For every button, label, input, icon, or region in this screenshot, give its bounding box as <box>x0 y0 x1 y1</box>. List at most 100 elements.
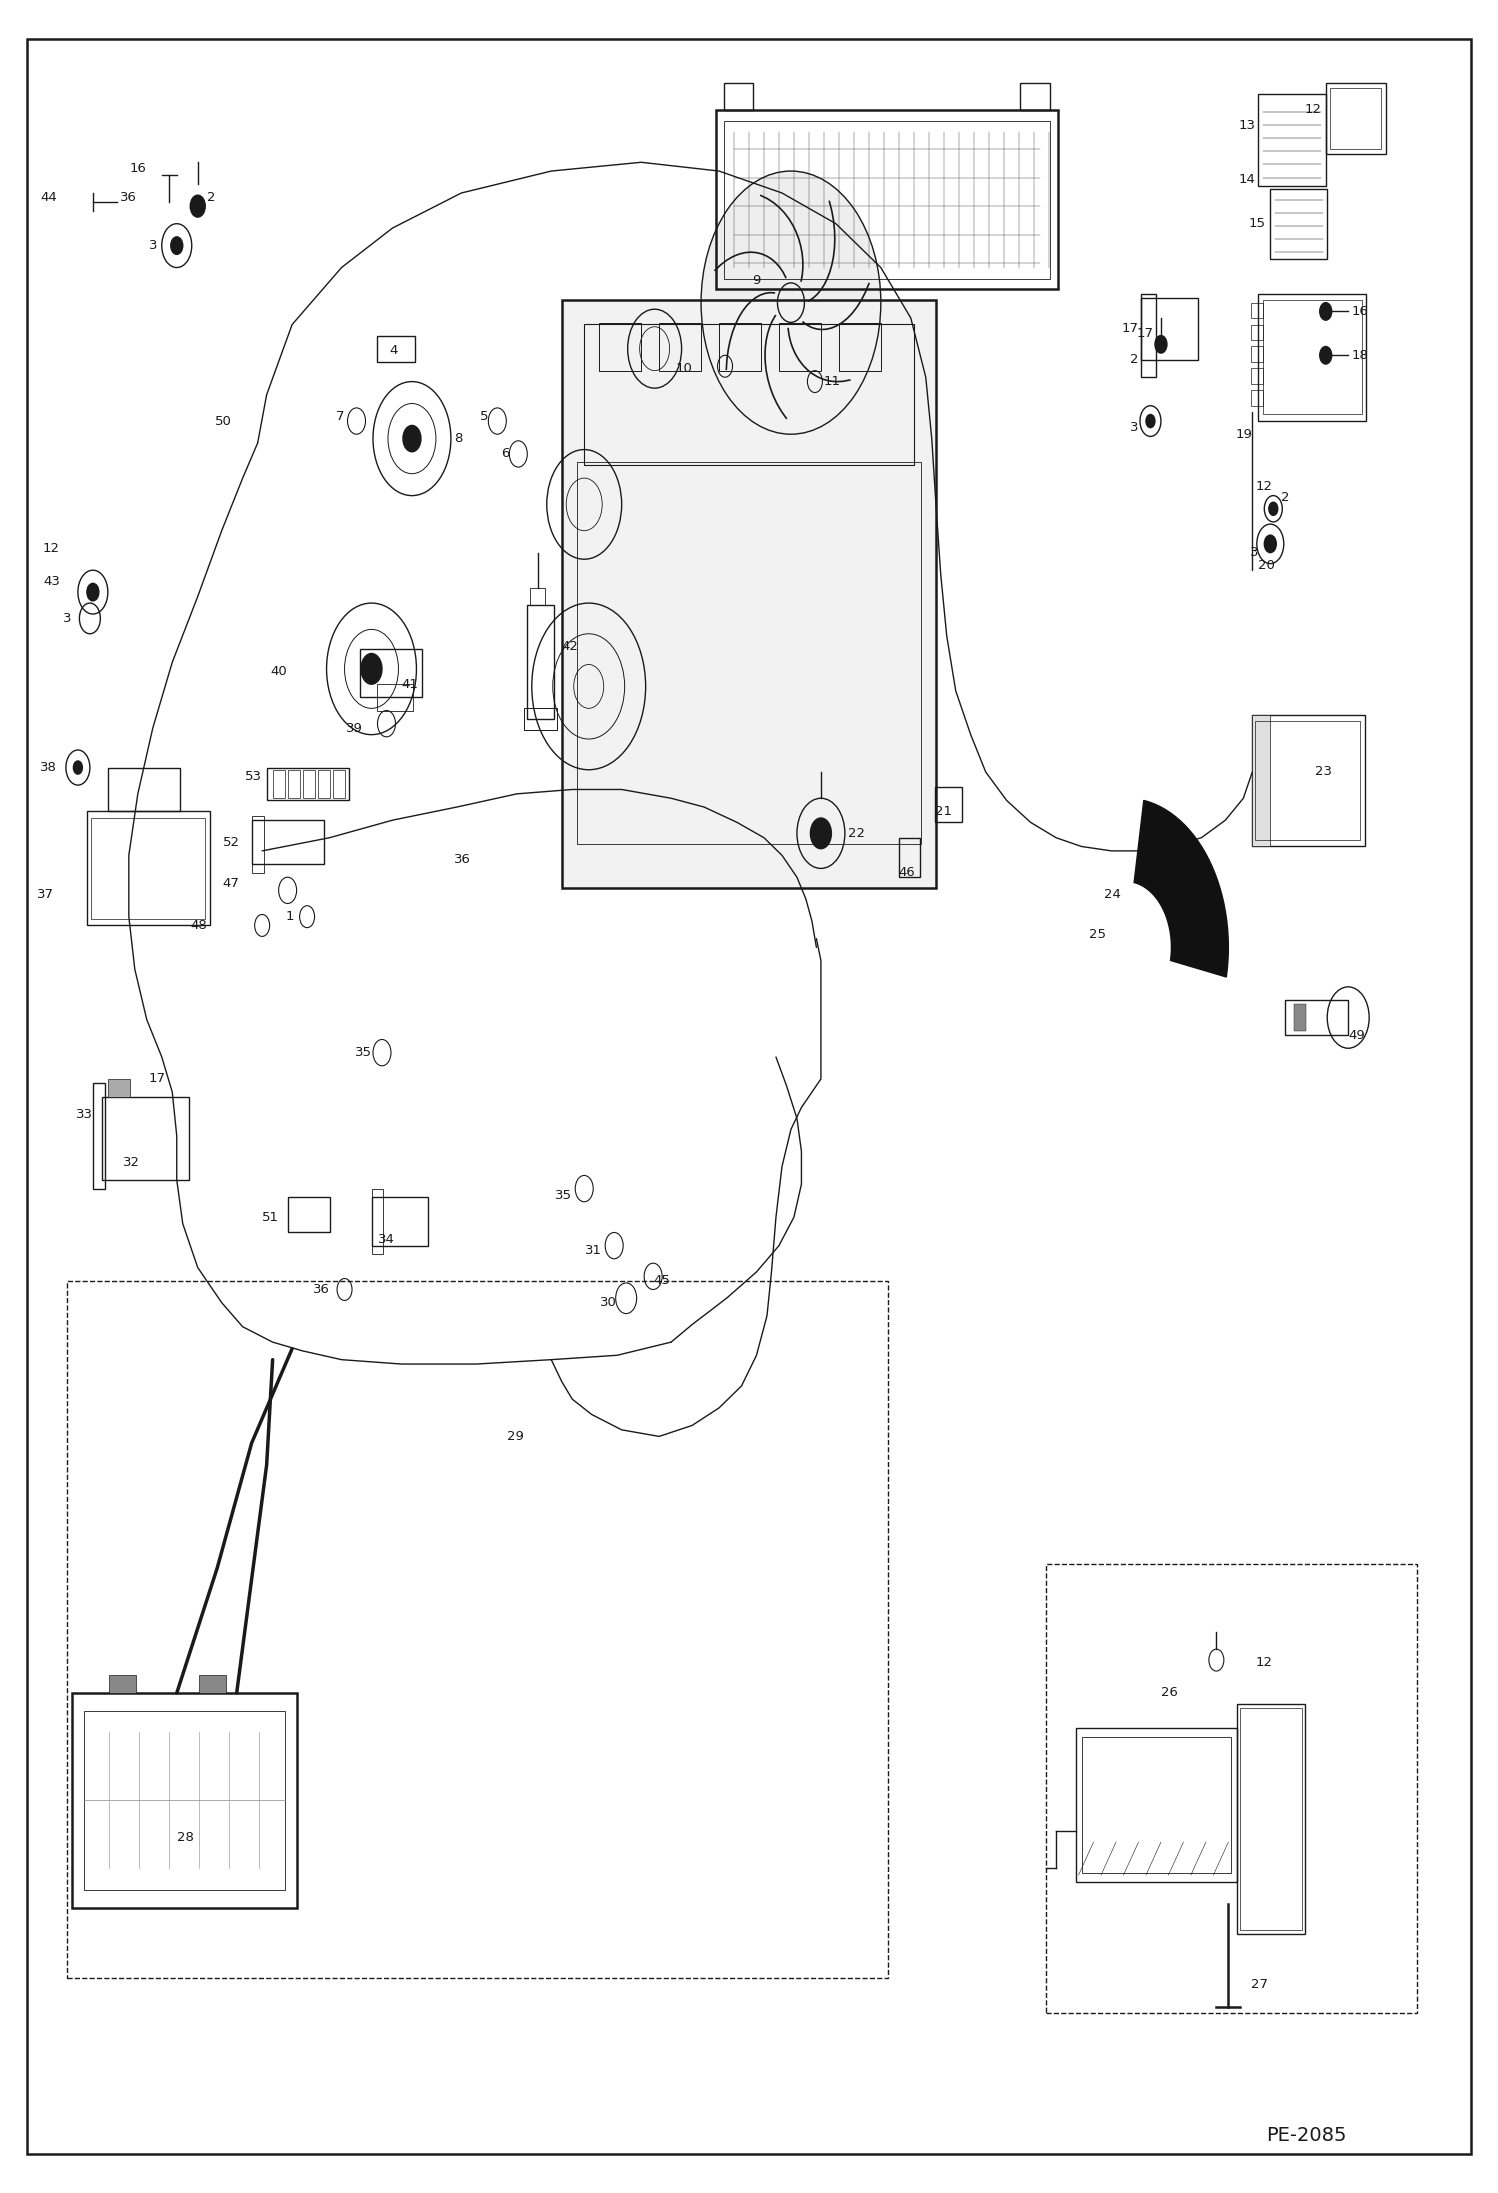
Bar <box>372 1197 428 1246</box>
Text: 32: 32 <box>123 1156 139 1169</box>
Text: 50: 50 <box>216 414 232 428</box>
Bar <box>360 649 422 697</box>
Text: 47: 47 <box>223 877 240 890</box>
Bar <box>91 818 205 919</box>
Bar <box>562 300 936 888</box>
Bar <box>724 83 753 110</box>
Bar <box>67 1281 888 1978</box>
Text: 6: 6 <box>500 447 509 461</box>
Text: 48: 48 <box>190 919 207 932</box>
Polygon shape <box>701 171 881 434</box>
Text: 36: 36 <box>120 191 136 204</box>
Text: 20: 20 <box>1258 559 1275 572</box>
Text: 7: 7 <box>336 410 345 423</box>
Bar <box>1020 83 1050 110</box>
Bar <box>1141 294 1156 377</box>
Text: 16: 16 <box>1351 305 1368 318</box>
Text: 17: 17 <box>148 1072 165 1086</box>
Text: 36: 36 <box>313 1283 330 1296</box>
Bar <box>333 770 345 798</box>
Bar <box>524 708 557 730</box>
Circle shape <box>190 195 205 217</box>
Text: 21: 21 <box>935 805 951 818</box>
Text: 45: 45 <box>653 1274 670 1287</box>
Bar <box>288 770 300 798</box>
Text: 3: 3 <box>1249 546 1258 559</box>
Bar <box>1258 94 1326 186</box>
Text: 53: 53 <box>246 770 262 783</box>
Text: 3: 3 <box>1129 421 1138 434</box>
Text: 52: 52 <box>223 836 240 849</box>
Text: 34: 34 <box>377 1232 394 1246</box>
Text: 26: 26 <box>1161 1686 1177 1700</box>
Circle shape <box>1320 346 1332 364</box>
Text: 12: 12 <box>1255 1656 1272 1669</box>
Circle shape <box>810 818 831 849</box>
Bar <box>724 121 1050 279</box>
Text: 36: 36 <box>454 853 470 866</box>
Bar <box>84 1711 285 1890</box>
Text: 43: 43 <box>43 575 60 588</box>
Text: 42: 42 <box>562 640 578 654</box>
Text: 23: 23 <box>1315 765 1332 779</box>
Text: PE-2085: PE-2085 <box>1266 2125 1347 2145</box>
Text: 5: 5 <box>479 410 488 423</box>
Text: 15: 15 <box>1249 217 1266 230</box>
Circle shape <box>1264 535 1276 553</box>
Bar <box>899 838 920 877</box>
Bar <box>577 463 921 844</box>
Text: 41: 41 <box>401 678 418 691</box>
Text: 13: 13 <box>1239 118 1255 132</box>
Bar <box>1251 346 1263 362</box>
Bar <box>108 768 180 811</box>
Text: 14: 14 <box>1239 173 1255 186</box>
Bar <box>1237 1704 1305 1934</box>
Text: 12: 12 <box>1255 480 1272 493</box>
Circle shape <box>87 583 99 601</box>
Circle shape <box>1269 502 1278 515</box>
Bar <box>1263 300 1362 414</box>
Text: 16: 16 <box>130 162 147 175</box>
Bar <box>779 322 821 371</box>
Text: 40: 40 <box>271 664 288 678</box>
Text: 38: 38 <box>40 761 57 774</box>
Text: 24: 24 <box>1104 888 1121 901</box>
Circle shape <box>73 761 82 774</box>
Circle shape <box>171 237 183 254</box>
Circle shape <box>403 425 421 452</box>
Text: 35: 35 <box>355 1046 372 1059</box>
Bar <box>584 325 914 465</box>
Text: 30: 30 <box>601 1296 617 1309</box>
Text: 2: 2 <box>1281 491 1290 504</box>
Bar <box>716 110 1058 289</box>
Bar <box>1326 83 1386 154</box>
Text: 46: 46 <box>899 866 915 879</box>
Text: 29: 29 <box>508 1430 524 1443</box>
Bar <box>303 770 315 798</box>
Bar <box>1046 1564 1417 2013</box>
Bar <box>659 322 701 371</box>
Text: 51: 51 <box>262 1211 279 1224</box>
Bar <box>93 1083 105 1189</box>
Bar <box>530 588 545 605</box>
Bar <box>1294 1004 1306 1031</box>
Text: 12: 12 <box>1305 103 1321 116</box>
Bar <box>87 811 210 925</box>
Text: 12: 12 <box>43 542 60 555</box>
Text: 8: 8 <box>454 432 463 445</box>
Bar <box>102 1096 189 1180</box>
Bar <box>599 322 641 371</box>
Text: 9: 9 <box>752 274 761 287</box>
Bar <box>1251 390 1263 406</box>
Bar <box>377 336 415 362</box>
Circle shape <box>1146 414 1155 428</box>
Circle shape <box>1155 336 1167 353</box>
Text: 25: 25 <box>1089 928 1106 941</box>
Bar <box>252 820 324 864</box>
Text: 3: 3 <box>148 239 157 252</box>
Bar <box>377 684 413 711</box>
Text: 44: 44 <box>40 191 57 204</box>
Text: 28: 28 <box>177 1831 193 1844</box>
Text: 39: 39 <box>346 721 363 735</box>
Bar <box>108 1079 130 1096</box>
